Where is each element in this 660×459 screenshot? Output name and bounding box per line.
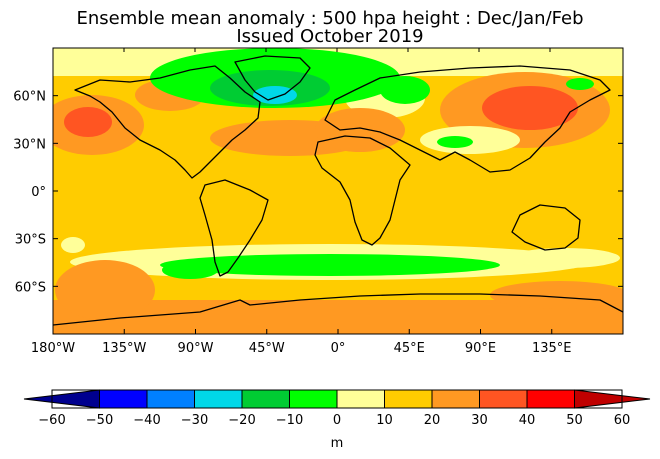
lon-tick-label: 90°W bbox=[178, 341, 214, 356]
colorbar-tick-label: −30 bbox=[181, 413, 208, 428]
figure-subtitle: Issued October 2019 bbox=[236, 26, 424, 47]
lon-tick-label: 135°W bbox=[102, 341, 146, 356]
coast-north-america bbox=[74, 65, 261, 179]
colorbar-tick-label: −50 bbox=[86, 413, 113, 428]
colorbar-tick-label: 20 bbox=[424, 413, 441, 428]
lat-tick-label: 30°S bbox=[15, 233, 46, 248]
colorbar-tick-label: −10 bbox=[276, 413, 303, 428]
anomaly-south-pacific-high bbox=[55, 260, 155, 320]
anomaly-southern-ocean-light bbox=[510, 248, 620, 268]
colorbar-tick-label: 50 bbox=[566, 413, 583, 428]
colorbar-segment bbox=[479, 390, 527, 408]
latitude-axis: 60°N 30°N 0° 30°S 60°S bbox=[13, 90, 623, 295]
coast-greenland bbox=[234, 55, 311, 101]
colorbar-tick-label: −60 bbox=[38, 413, 65, 428]
colorbar-segment bbox=[527, 390, 575, 408]
colorbar-segment bbox=[242, 390, 290, 408]
lon-tick-label: 135°E bbox=[532, 341, 572, 356]
colorbar-tick-label: 40 bbox=[519, 413, 536, 428]
lat-tick-label: 60°S bbox=[15, 280, 46, 295]
lat-tick-label: 60°N bbox=[13, 90, 46, 105]
colorbar-segment bbox=[384, 390, 432, 408]
anomaly-greenland-core bbox=[253, 86, 297, 104]
colorbar-tick-label: −40 bbox=[133, 413, 160, 428]
coast-australia bbox=[511, 204, 581, 251]
anomaly-south-atlantic-low bbox=[160, 254, 500, 276]
anomaly-south-pacific-low bbox=[162, 261, 218, 279]
anomaly-north-pacific-inner bbox=[64, 107, 112, 137]
anomaly-siberia-low bbox=[566, 78, 594, 90]
lon-tick-label: 45°W bbox=[249, 341, 285, 356]
colorbar-tick-label: 0 bbox=[333, 413, 341, 428]
colorbar-tick-label: −20 bbox=[228, 413, 255, 428]
colorbar-segment bbox=[289, 390, 337, 408]
inner-ticks bbox=[53, 48, 551, 52]
colorbar: −60 −50 −40 −30 −20 −10 0 10 20 30 40 50 60 bbox=[23, 389, 651, 428]
colorbar-segment bbox=[99, 390, 147, 408]
colorbar-tick-label: 30 bbox=[471, 413, 488, 428]
anomaly-east-asia-inner bbox=[482, 86, 578, 130]
colorbar-tick-label: 60 bbox=[614, 413, 631, 428]
lon-tick-label: 45°E bbox=[394, 341, 425, 356]
colorbar-segment bbox=[147, 390, 195, 408]
map-panel bbox=[53, 48, 623, 334]
colorbar-segment bbox=[337, 390, 385, 408]
anomaly-southern-indian-high bbox=[490, 281, 623, 309]
colorbar-unit-label: m bbox=[331, 436, 344, 451]
colorbar-tick-label: 10 bbox=[376, 413, 393, 428]
anomaly-europe bbox=[315, 108, 405, 152]
lon-tick-label: 0° bbox=[331, 341, 346, 356]
colorbar-extend-low bbox=[23, 389, 100, 409]
lat-tick-label: 30°N bbox=[13, 137, 46, 152]
colorbar-extend-high bbox=[574, 389, 651, 409]
lon-tick-label: 90°E bbox=[465, 341, 496, 356]
figure-title: Ensemble mean anomaly : 500 hpa height :… bbox=[76, 8, 584, 29]
lat-tick-label: 0° bbox=[31, 185, 46, 200]
coast-south-america bbox=[199, 179, 269, 277]
coastlines bbox=[53, 55, 623, 326]
longitude-axis: 180°W 135°W 90°W 45°W 0° 45°E 90°E 135°E bbox=[31, 329, 572, 356]
anomaly-south-pacific-light bbox=[61, 237, 85, 253]
colorbar-segment bbox=[432, 390, 480, 408]
anomaly-tibet bbox=[437, 136, 473, 148]
colorbar-segment bbox=[194, 390, 242, 408]
lon-tick-label: 180°W bbox=[31, 341, 75, 356]
coast-eurasia bbox=[324, 65, 611, 173]
coast-africa bbox=[314, 135, 411, 246]
anomaly-scandinavia bbox=[380, 76, 430, 104]
coast-antarctica bbox=[53, 293, 623, 326]
